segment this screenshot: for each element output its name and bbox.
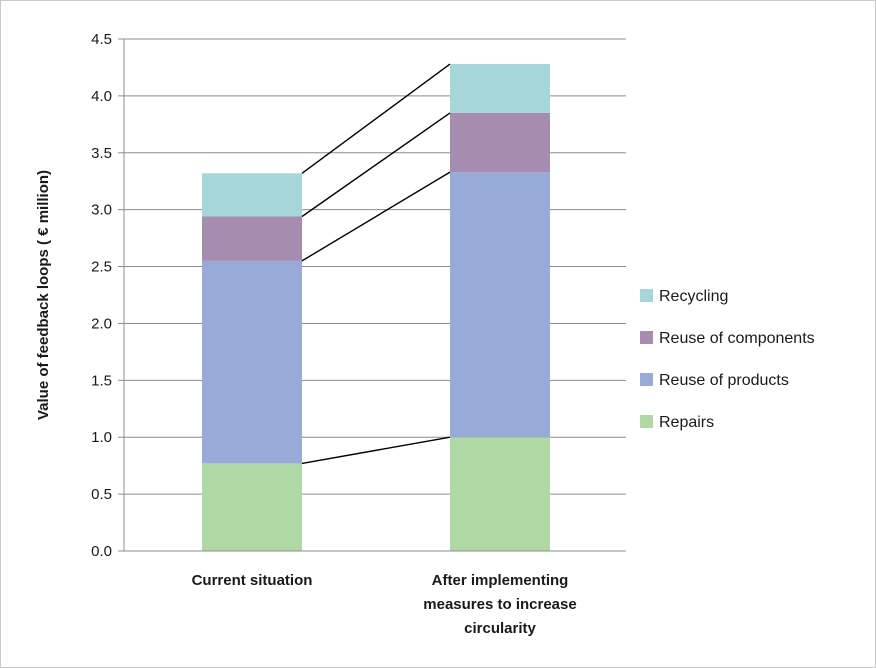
x-category-label: circularity (464, 620, 536, 637)
y-tick-label: 2.0 (91, 315, 112, 332)
y-axis-title: Value of feedback loops ( € million) (35, 170, 52, 420)
y-tick-label: 3.0 (91, 202, 112, 219)
connector-line (301, 436, 451, 465)
y-tick-label: 1.0 (91, 429, 112, 446)
bar-segment-reuse-of-products (450, 172, 550, 438)
legend-label: Recycling (659, 288, 728, 305)
legend-swatch (640, 373, 653, 386)
legend-label: Reuse of products (659, 372, 789, 389)
connector-line (301, 112, 451, 218)
bar-segment-recycling (450, 64, 550, 113)
x-category-label: Current situation (192, 572, 313, 589)
bar-segment-repairs (450, 437, 550, 551)
legend-swatch (640, 415, 653, 428)
legend-label: Reuse of components (659, 330, 815, 347)
connector-lines (301, 63, 451, 465)
connector-line (301, 171, 451, 262)
y-tick-label: 4.0 (91, 88, 112, 105)
bar-segment-recycling (202, 173, 302, 217)
bar-segment-reuse-of-products (202, 260, 302, 464)
bar-segment-reuse-of-components (450, 112, 550, 173)
legend-swatch (640, 331, 653, 344)
legend: Recycling Reuse of components Reuse of pro… (640, 288, 815, 431)
connector-line (301, 63, 451, 174)
axes: 0.0 0.5 1.0 1.5 2.0 2.5 3.0 3.5 4.0 4.5 Current si… (91, 31, 626, 637)
x-category-label: measures to increase (423, 596, 576, 613)
legend-swatch (640, 289, 653, 302)
y-tick-label: 3.5 (91, 145, 112, 162)
gridlines (124, 38, 626, 495)
y-tick-label: 4.5 (91, 31, 112, 48)
y-tick-label: 0.5 (91, 486, 112, 503)
y-tick-label: 1.5 (91, 372, 112, 389)
x-category-label: After implementing (432, 572, 569, 589)
bar-segment-repairs (202, 463, 302, 551)
y-tick-label: 0.0 (91, 543, 112, 560)
legend-label: Repairs (659, 414, 714, 431)
y-tick-label: 2.5 (91, 259, 112, 276)
bars (202, 64, 550, 551)
bar-segment-reuse-of-components (202, 216, 302, 261)
